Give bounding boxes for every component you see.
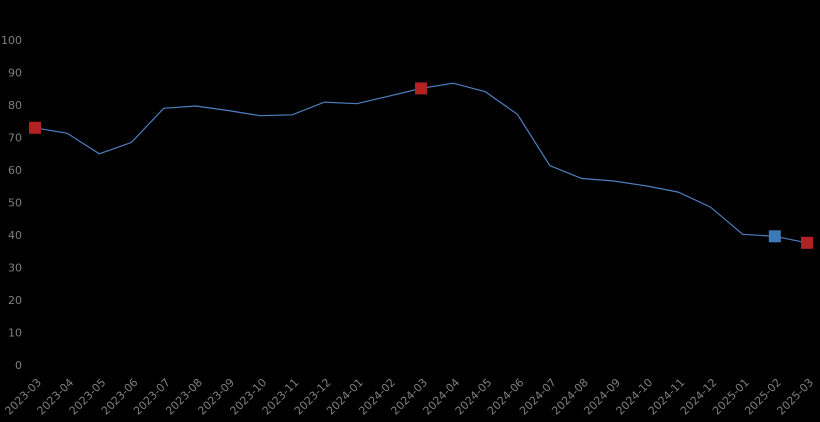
y-axis-ticks: 0 10 20 30 40 50 60 70 80 90 100 (1, 34, 22, 372)
y-tick-label: 80 (8, 99, 22, 112)
data-point-marker (415, 82, 427, 95)
y-tick-label: 50 (8, 197, 22, 210)
series-lines (34, 82, 808, 244)
x-axis-ticks: 2023-032023-042023-052023-062023-072023-… (2, 376, 816, 418)
data-point-marker (29, 121, 41, 134)
data-point-marker (801, 236, 813, 249)
y-tick-label: 30 (8, 262, 22, 275)
y-tick-label: 20 (8, 294, 22, 307)
data-point-marker (768, 230, 781, 243)
y-tick-label: 10 (8, 327, 22, 340)
y-tick-label: 100 (1, 34, 22, 47)
series-markers (29, 82, 813, 249)
y-tick-label: 60 (8, 164, 22, 177)
y-tick-label: 40 (8, 229, 22, 242)
y-tick-label: 0 (15, 359, 22, 372)
y-tick-label: 90 (8, 67, 22, 80)
y-tick-label: 70 (8, 132, 22, 145)
series-line (34, 82, 808, 244)
